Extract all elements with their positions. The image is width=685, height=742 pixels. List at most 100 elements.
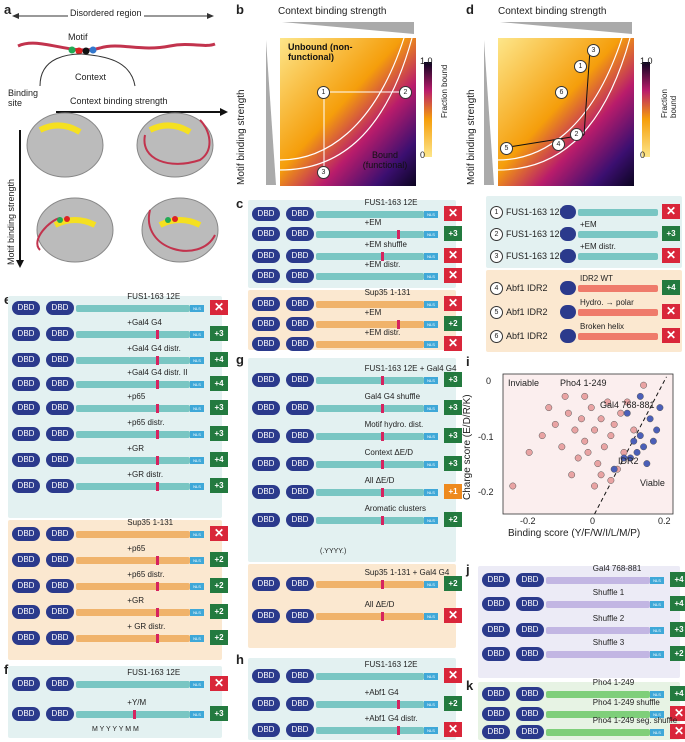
idr-segment <box>316 253 424 260</box>
nls-tag: NLS <box>424 673 438 680</box>
h-label: +Abf1 G4 distr. <box>364 714 418 723</box>
i-ytick-0: 0 <box>486 376 492 386</box>
idr-segment <box>76 609 190 616</box>
e-row: DBD DBD NLS +p65 +3 <box>12 392 228 418</box>
dbd-domain: DBD <box>286 697 314 711</box>
motif-mark <box>397 230 400 239</box>
context-axis-label: Context binding strength <box>70 96 168 106</box>
i-xtick-1: 0 <box>590 516 596 526</box>
scatter-point-viable <box>636 432 644 440</box>
d-list-label: +EM distr. <box>580 242 616 251</box>
nls-tag: NLS <box>424 377 438 384</box>
nls-tag: NLS <box>190 457 204 464</box>
viability-result: ✕ <box>662 204 680 219</box>
c-row: DBD DBD NLS +EM +3 <box>252 218 462 244</box>
g-row: DBD DBD NLS Context ΔE/D +3 <box>252 448 462 474</box>
motif-mark <box>380 580 384 589</box>
nls-tag: NLS <box>190 405 204 412</box>
d-point-6: 6 <box>555 86 568 99</box>
dbd-domain: DBD <box>46 453 74 467</box>
idr-segment <box>316 405 424 412</box>
f-label: +Y/M <box>127 698 147 707</box>
c-bg-sup35 <box>248 290 456 350</box>
dbd-domain: DBD <box>286 669 314 683</box>
b-point-3: 3 <box>317 166 330 179</box>
g-label: Context ΔE/D <box>364 448 414 457</box>
dbd-domain: DBD <box>12 427 40 441</box>
scatter-point-inviable <box>607 432 615 440</box>
nls-tag: NLS <box>190 531 204 538</box>
scatter-point-inviable <box>600 443 608 451</box>
idr-segment <box>316 301 424 308</box>
scatter-point-viable <box>623 409 631 417</box>
binding-site-label: Binding site <box>8 88 39 108</box>
dbd-domain: DBD <box>12 301 40 315</box>
panel-label-b: b <box>236 2 244 17</box>
nls-tag: NLS <box>190 381 204 388</box>
k-label: Pho4 1-249 seg. shuffle <box>592 716 678 725</box>
d-title: Context binding strength <box>498 6 607 17</box>
nls-tag: NLS <box>190 711 204 718</box>
d-point-4: 4 <box>552 138 565 151</box>
g-label: All ΔE/D <box>364 600 395 609</box>
dbd-domain: DBD <box>252 609 280 623</box>
scatter-frame <box>502 373 674 515</box>
nls-tag: NLS <box>424 581 438 588</box>
dbd-domain: DBD <box>46 631 74 645</box>
c-row: DBD DBD NLS +EM +2 <box>252 308 462 334</box>
dbd-domain: DBD <box>482 623 510 637</box>
idr-segment <box>316 727 424 734</box>
idr-segment <box>578 231 658 238</box>
j-label: Shuffle 1 <box>592 588 625 597</box>
e-label: +GR distr. <box>127 470 164 479</box>
dbd-domain: DBD <box>46 301 74 315</box>
viability-result: +3 <box>444 226 462 241</box>
dbd-domain: DBD <box>12 527 40 541</box>
e-row: DBD DBD NLS +p65 distr. +3 <box>12 418 228 444</box>
nls-tag: NLS <box>190 331 204 338</box>
dbd-domain: DBD <box>286 577 314 591</box>
motif-mark <box>155 634 159 643</box>
nls-tag: NLS <box>424 301 438 308</box>
dbd-domain <box>560 249 576 263</box>
idr-segment <box>76 531 190 538</box>
d-list-num: 2 <box>490 228 503 241</box>
dbd-domain: DBD <box>12 377 40 391</box>
e-row: DBD DBD NLS FUS1-163 12E ✕ <box>12 292 228 318</box>
viability-result: +4 <box>670 686 685 701</box>
idr-segment <box>316 517 424 524</box>
nls-tag: NLS <box>424 211 438 218</box>
motif-mark <box>155 356 159 365</box>
panel-label-f: f <box>4 662 9 677</box>
idr-segment <box>316 341 424 348</box>
viability-result: +2 <box>670 646 685 661</box>
idr-segment <box>76 457 190 464</box>
dbd-domain: DBD <box>46 401 74 415</box>
motif-mark <box>155 404 159 413</box>
e-row: DBD DBD NLS +Gal4 G4 distr. +4 <box>12 344 228 370</box>
j-row: DBD DBD NLS Gal4 768-881 +4 <box>482 564 685 590</box>
d-cbar-max: 1.0 <box>640 56 653 66</box>
scatter-point-inviable <box>640 381 648 389</box>
d-cbar-label: Fraction bound <box>660 89 678 118</box>
dbd-domain: DBD <box>46 527 74 541</box>
d-ylabel: Motif binding strength <box>466 89 477 185</box>
idr-segment <box>76 305 190 312</box>
d-point-3: 3 <box>587 44 600 57</box>
e-row: DBD DBD NLS Sup35 1-131 ✕ <box>12 518 228 544</box>
f-letters: M Y Y Y Y M M <box>92 726 139 733</box>
scatter-point-inviable <box>551 420 559 428</box>
idr-segment <box>316 461 424 468</box>
nls-tag: NLS <box>650 601 664 608</box>
scatter-point-viable <box>620 454 628 462</box>
dbd-domain: DBD <box>516 623 544 637</box>
c-label: Sup35 1-131 <box>364 288 411 297</box>
idr-segment <box>76 681 190 688</box>
i-ann-gal4: Gal4 768-881 <box>600 400 655 410</box>
panel-label-a: a <box>4 2 12 17</box>
idr-segment <box>316 701 424 708</box>
h-row: DBD DBD NLS +Abf1 G4 +2 <box>252 688 462 714</box>
j-label: Shuffle 2 <box>592 614 625 623</box>
dbd-domain: DBD <box>252 297 280 311</box>
b-ylabel: Motif binding strength <box>236 89 247 185</box>
